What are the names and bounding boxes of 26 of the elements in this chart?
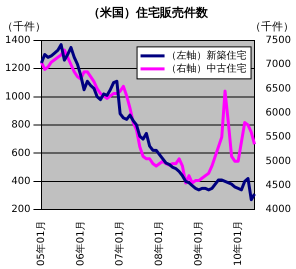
x-tick-label: 10年01月 [232,220,244,266]
y2-tick-label: 7500 [266,34,292,46]
x-tick-label: 07年01月 [114,220,126,266]
y-tick-label: 1400 [4,34,30,46]
y2-axis-title: （千件） [250,20,294,33]
y-axis-title: （千件） [2,20,46,33]
y-tick-label: 200 [11,204,30,216]
y2-tick-label: 5500 [266,132,292,143]
y2-tick-label: 6500 [266,83,292,94]
y2-tick-label: 6000 [266,107,292,118]
legend-label: （右軸）中古住宅 [166,62,247,74]
y2-tick-label: 5000 [266,156,292,167]
x-tick-label: 06年01月 [74,220,86,266]
x-tick-label: 08年01月 [153,220,166,266]
y-tick-label: 600 [11,148,30,159]
chart-title: （米国）住宅販売件数 [88,5,209,20]
y2-tick-label: 4000 [266,204,292,216]
y-tick-label: 1000 [4,91,30,102]
y-tick-label: 400 [11,176,30,187]
y2-tick-label: 4500 [266,180,292,191]
y-tick-label: 1200 [4,63,30,74]
x-tick-label: 05年01月 [35,220,48,266]
y-tick-label: 800 [11,120,30,131]
legend-label: （左軸）新築住宅 [166,49,247,62]
y2-tick-label: 7000 [266,59,292,70]
x-tick-label: 09年01月 [192,220,204,266]
